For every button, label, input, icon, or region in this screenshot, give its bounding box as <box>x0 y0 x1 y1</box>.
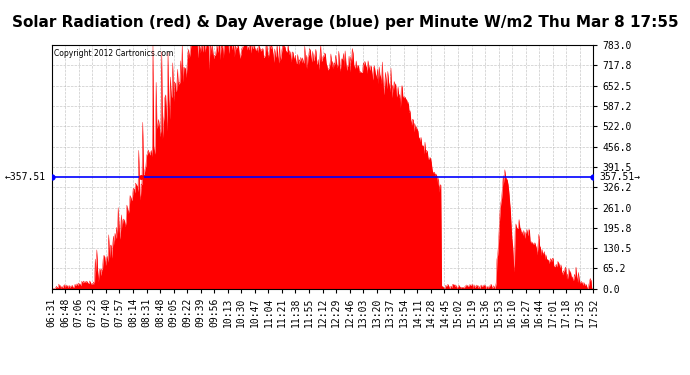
Text: Solar Radiation (red) & Day Average (blue) per Minute W/m2 Thu Mar 8 17:55: Solar Radiation (red) & Day Average (blu… <box>12 15 678 30</box>
Text: ←357.51: ←357.51 <box>5 172 46 183</box>
Text: Copyright 2012 Cartronics.com: Copyright 2012 Cartronics.com <box>55 49 174 58</box>
Text: 357.51→: 357.51→ <box>599 172 640 183</box>
